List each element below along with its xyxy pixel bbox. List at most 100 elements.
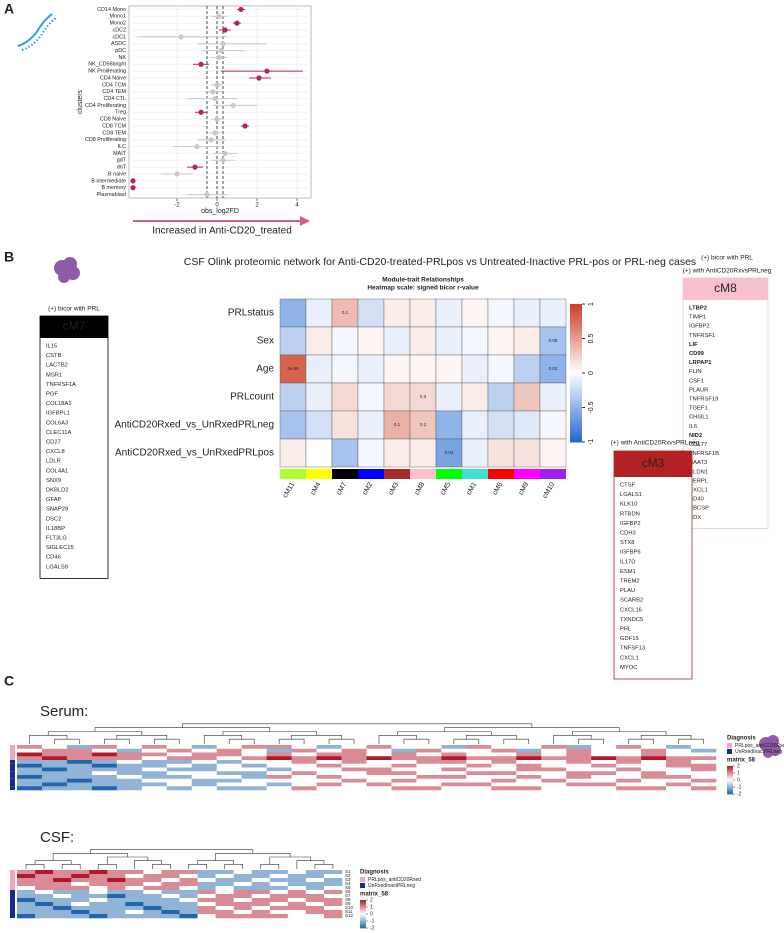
row-label: PRLcount	[230, 392, 274, 403]
heatmap-cell	[487, 354, 515, 384]
heatmap-cell	[366, 748, 392, 753]
gene: CBCSP	[689, 506, 709, 512]
heatmap-cell	[89, 914, 108, 919]
legend-title: Diagnosis	[727, 736, 756, 742]
heatmap-cell	[241, 763, 267, 768]
heatmap-cell	[341, 786, 367, 791]
heatmap-cell	[383, 438, 411, 468]
colorbar-step	[570, 400, 582, 405]
heatmap-cell	[357, 410, 385, 440]
dendrogram-branch	[503, 738, 530, 744]
y-tick-label: dnT	[117, 165, 127, 171]
heatmap-cell	[366, 745, 392, 750]
gene: CXCL8	[46, 449, 65, 455]
colorbar-step	[727, 780, 733, 782]
y-tick-label: B intermediate	[91, 178, 126, 184]
heatmap-cell	[391, 775, 417, 780]
colorbar-step	[727, 778, 733, 781]
colorbar-step	[570, 317, 582, 322]
column-label: cM4	[310, 481, 323, 496]
group-annotation	[10, 775, 15, 779]
module-color	[488, 469, 514, 479]
heatmap-cell	[691, 782, 717, 787]
colorbar-label: 0	[370, 911, 373, 917]
heatmap-cell	[305, 354, 333, 384]
dendrogram-branch	[182, 723, 533, 728]
heatmap-cell	[89, 890, 108, 895]
row-label: S2	[345, 873, 351, 878]
heatmap-cell	[197, 910, 216, 915]
heatmap-cell	[191, 782, 218, 787]
heatmap-cell	[197, 894, 216, 899]
heatmap-cell	[291, 763, 317, 768]
heatmap-cell	[305, 382, 333, 412]
legend-swatch	[727, 743, 732, 748]
panel-label: C	[4, 673, 14, 689]
heatmap-cell	[35, 906, 54, 911]
module-color	[280, 469, 306, 479]
legend-swatch	[360, 883, 365, 888]
heatmap-cell	[216, 771, 242, 776]
column-label: cM5	[440, 481, 453, 496]
heatmap-cell	[107, 914, 126, 919]
heatmap-cell	[287, 886, 307, 891]
row-label: S11	[345, 909, 353, 914]
heatmap-cell	[241, 745, 267, 750]
heatmap-cell	[305, 878, 325, 883]
heatmap-cell	[435, 326, 463, 356]
gene: IL17D	[620, 559, 635, 565]
heatmap-cell	[161, 902, 180, 907]
gene: COL18A1	[46, 401, 71, 407]
gene: LGALS1	[620, 492, 642, 498]
group-annotation	[10, 890, 15, 894]
heatmap-cell	[287, 898, 307, 903]
heatmap-cell	[141, 752, 168, 757]
heatmap-cell	[441, 782, 467, 787]
heatmap-cell	[41, 786, 68, 791]
heatmap-cell	[616, 778, 642, 783]
heatmap-cell	[216, 782, 242, 787]
heatmap-cell	[291, 771, 317, 776]
heatmap-cell	[666, 745, 692, 750]
cell-annotation: 2e-05	[287, 366, 299, 371]
heatmap-cell	[435, 382, 463, 412]
y-tick-label: ILC	[118, 144, 126, 150]
heatmap-cell	[341, 760, 367, 765]
colorbar-step	[727, 792, 733, 795]
heatmap-cell	[341, 778, 367, 783]
module-note: (+) with AntiCD20RxvsPRLneg	[611, 440, 700, 447]
heatmap-cell	[616, 756, 642, 761]
heatmap-cell	[316, 775, 342, 780]
y-tick-label: CD8 Proliferating	[85, 137, 126, 143]
heatmap-cell	[233, 902, 253, 907]
heatmap-cell	[91, 748, 118, 753]
heatmap-cell	[566, 760, 592, 765]
row-label: S4	[345, 881, 351, 886]
heatmap-cell	[215, 910, 234, 915]
heatmap-cell	[287, 878, 307, 883]
heatmap-cell	[287, 910, 307, 915]
gene: IGFBP2	[689, 324, 710, 330]
heatmap-cell	[491, 752, 517, 757]
heatmap-cell	[466, 752, 492, 757]
point	[220, 41, 226, 47]
heatmap-cell	[466, 767, 492, 772]
dendrogram-branch	[154, 738, 180, 744]
heatmap-cell	[366, 767, 392, 772]
heatmap-cell	[316, 748, 342, 753]
colorbar-label: 0	[737, 777, 740, 783]
heatmap-cell	[591, 767, 617, 772]
heatmap-cell	[461, 410, 489, 440]
heatmap-cell	[641, 767, 667, 772]
group-annotation	[10, 786, 15, 790]
heatmap-cell	[125, 914, 144, 919]
module-name: cM3	[642, 456, 665, 470]
heatmap-cell	[41, 782, 68, 787]
heatmap-cell	[409, 438, 437, 468]
heatmap-cell	[66, 756, 93, 761]
heatmap-cell	[143, 898, 162, 903]
y-tick-label: cDC2	[113, 27, 126, 33]
heatmap-cell	[141, 760, 168, 765]
heatmap-cell	[251, 882, 271, 887]
y-tick-label: CD4 CTL	[104, 96, 126, 102]
